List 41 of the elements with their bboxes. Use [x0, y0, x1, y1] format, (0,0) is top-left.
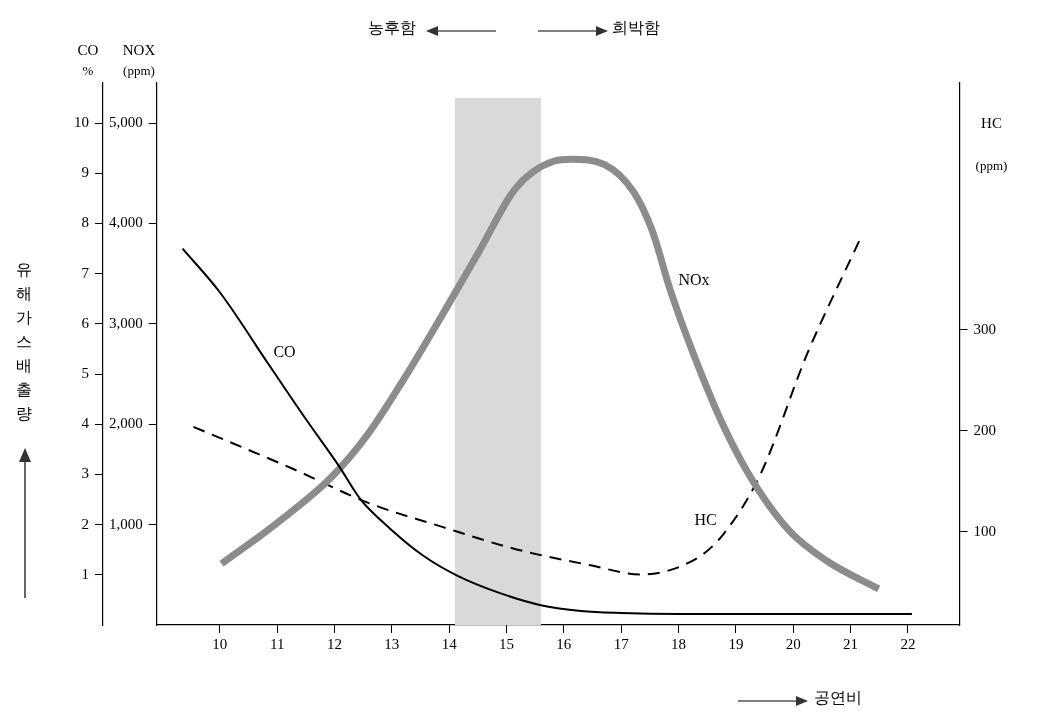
y3-tick-label: 200	[973, 421, 996, 438]
x-tick-label: 10	[212, 635, 228, 652]
y2-tick-label: 3,000	[109, 314, 143, 331]
text: 농후함	[368, 18, 416, 39]
y2-axis-title: NOX (ppm)	[122, 42, 156, 78]
x-tick-label: 17	[613, 635, 630, 652]
y-tick-label: 5	[81, 365, 89, 382]
y-tick-label: 9	[81, 164, 89, 181]
y3-tick-label: 300	[973, 320, 996, 337]
y2-tick-label: 1,000	[109, 515, 143, 532]
x-axis-title: 공연비	[814, 688, 862, 709]
series-label: NOx	[678, 270, 710, 288]
y-tick-label: 6	[81, 314, 90, 331]
y-tick-label: 8	[81, 214, 89, 231]
y-tick-label: 2	[81, 515, 89, 532]
y-tick-label: 1	[81, 565, 89, 582]
y-tick-label: 4	[81, 415, 90, 432]
y-axis-title: CO %	[77, 42, 99, 78]
y2-tick-label: 4,000	[109, 214, 143, 231]
y3-tick-label: 100	[973, 522, 996, 539]
x-tick-label: 20	[785, 635, 801, 652]
x-tick-label: 21	[843, 635, 859, 652]
x-tick-label: 15	[499, 635, 515, 652]
text: HC (ppm)	[975, 115, 1008, 173]
y-tick-label: 10	[74, 114, 89, 131]
y2-tick-label: 2,000	[109, 415, 143, 432]
x-tick-label: 13	[384, 635, 400, 652]
x-tick-label: 18	[671, 635, 687, 652]
x-tick-label: 12	[327, 635, 342, 652]
y-tick-label: 7	[81, 264, 90, 281]
x-tick-label: 14	[441, 635, 458, 652]
y2-tick-label: 5,000	[109, 114, 143, 131]
series-label: CO	[273, 342, 296, 360]
series-label: HC	[694, 511, 717, 528]
x-tick-label: 22	[900, 635, 916, 652]
x-tick-label: 16	[556, 635, 572, 652]
x-tick-label: 11	[269, 635, 285, 652]
text: 유해가스배출량	[15, 259, 33, 425]
x-tick-label: 19	[728, 635, 744, 652]
text: 희박함	[612, 18, 660, 39]
y-tick-label: 3	[81, 465, 89, 482]
